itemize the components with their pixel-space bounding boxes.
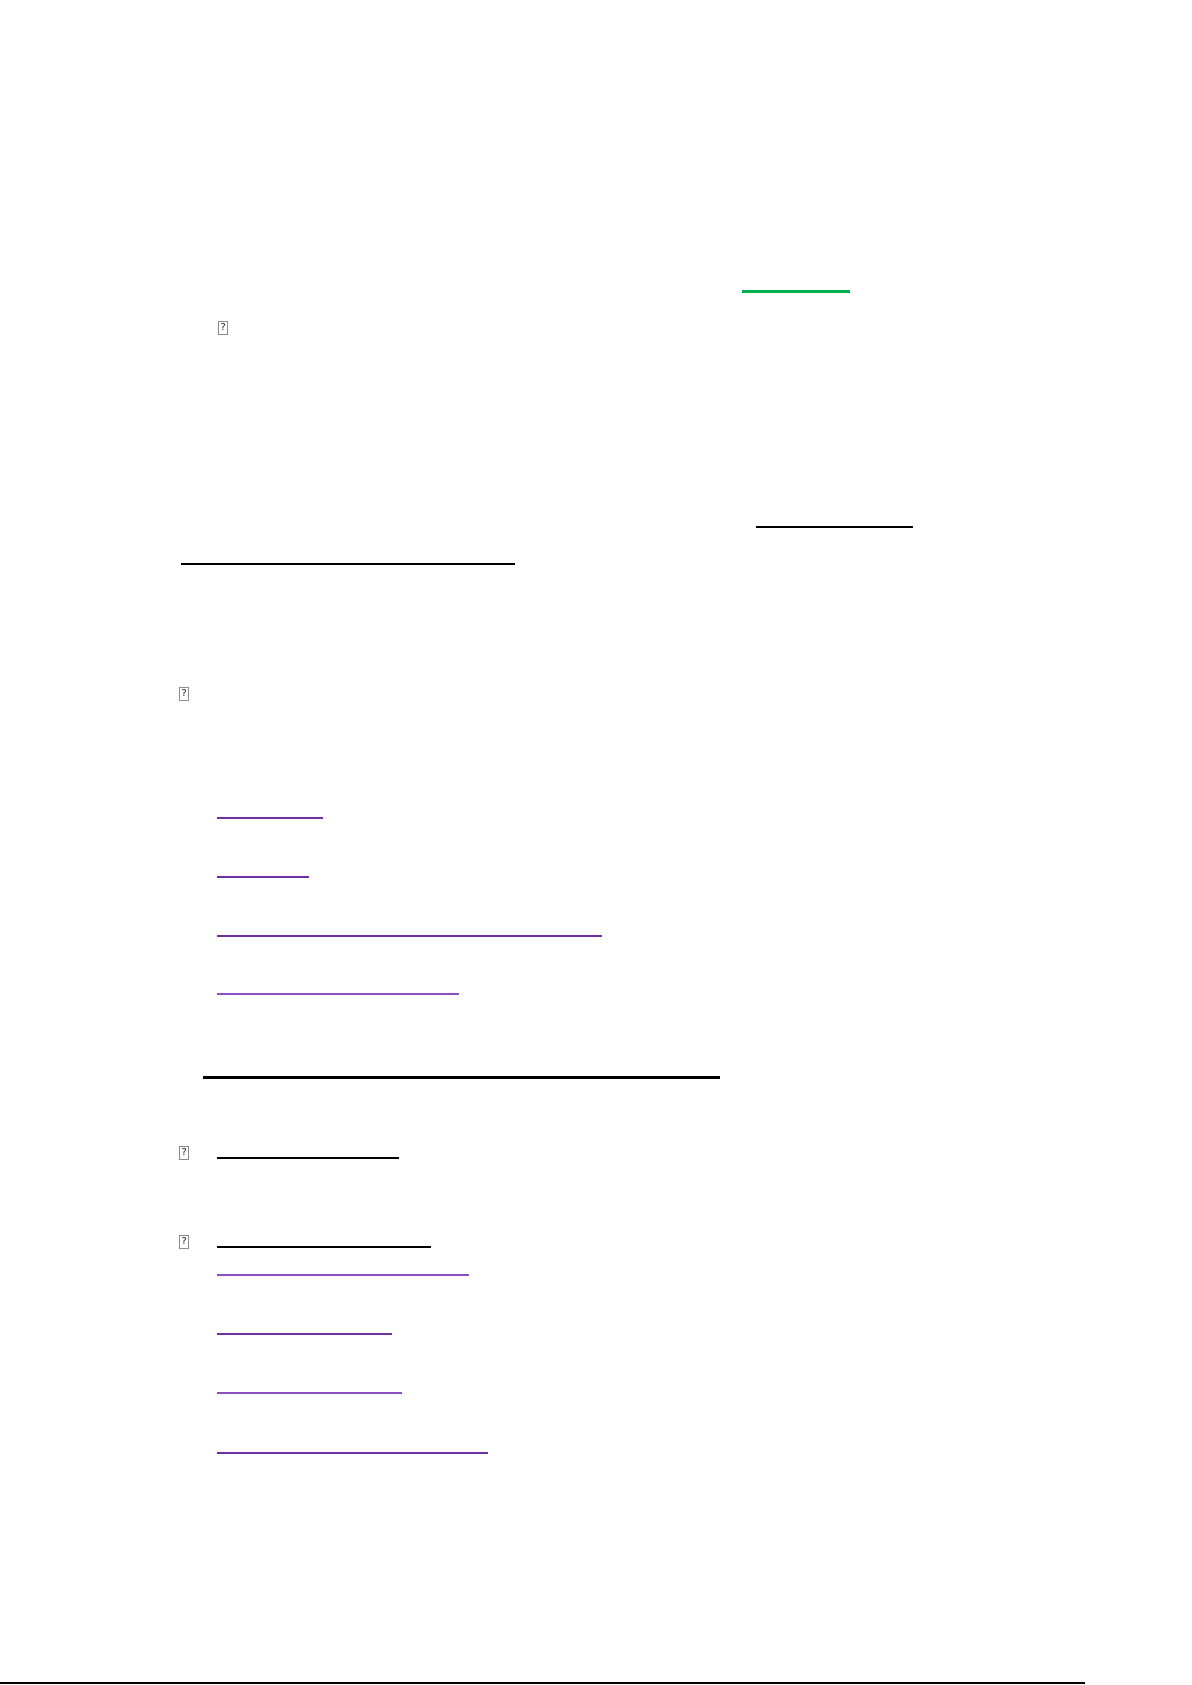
list-link-6[interactable] [217,1333,392,1335]
link-underline-black[interactable] [217,1246,431,1248]
link-underline-black[interactable] [756,526,913,528]
list-link-2[interactable] [217,876,309,878]
list-link-8[interactable] [217,1452,488,1454]
list-link-4[interactable] [217,993,459,995]
broken-image-icon: ? [179,1146,189,1160]
broken-image-icon: ? [218,321,228,335]
section-heading-link[interactable] [203,1076,720,1079]
link-underline-green[interactable] [742,290,850,293]
link-underline-black[interactable] [181,563,515,565]
list-link-5[interactable] [217,1274,469,1276]
list-link-7[interactable] [217,1392,402,1394]
list-link-3[interactable] [217,935,602,937]
link-underline-black[interactable] [217,1157,399,1159]
page-bottom-rule [0,1682,1085,1684]
broken-image-icon: ? [179,1235,189,1249]
list-link-1[interactable] [217,817,323,819]
broken-image-icon: ? [179,687,189,701]
